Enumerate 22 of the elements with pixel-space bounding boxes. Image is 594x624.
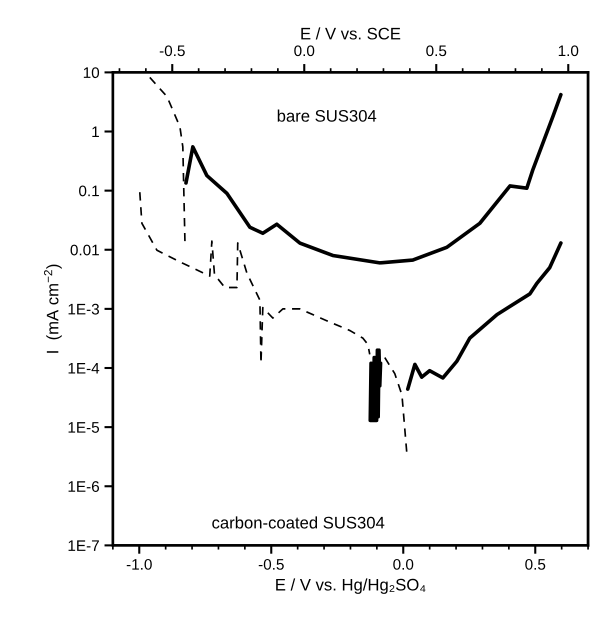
x2-tick-label: 0.0 [294,45,314,56]
x-axis-title: E / V vs. Hg/Hg₂SO₄ [276,578,426,594]
y-tick-label: 0.01 [70,244,99,256]
y-tick-label: 1E-7 [68,540,99,551]
y-tick-label: 1E-3 [68,304,99,315]
y-tick-label: 1 [92,126,99,138]
annotation: carbon-coated SUS304 [212,516,384,529]
y-tick-label: 0.1 [79,186,99,196]
x-tick-label: 0.5 [525,558,546,570]
x2-axis-title: E / V vs. SCE [301,27,400,40]
y-tick-label: 1E-6 [68,481,99,492]
y-tick-label: 1E-5 [68,422,100,433]
x2-tick-label: 1.0 [558,45,578,56]
x-tick-label: -1.0 [126,558,152,570]
annotation: bare SUS304 [278,110,376,122]
x2-tick-label: 0.5 [426,45,446,56]
x2-tick-label: -0.5 [160,45,185,56]
x-tick-label: 0.0 [393,558,414,570]
x-tick-label: -0.5 [258,558,284,570]
y-tick-label: 1E-4 [68,363,100,374]
y-tick-label: 10 [84,67,100,78]
y-axis-title: I (mA cm$^{−2}$) [44,264,62,353]
